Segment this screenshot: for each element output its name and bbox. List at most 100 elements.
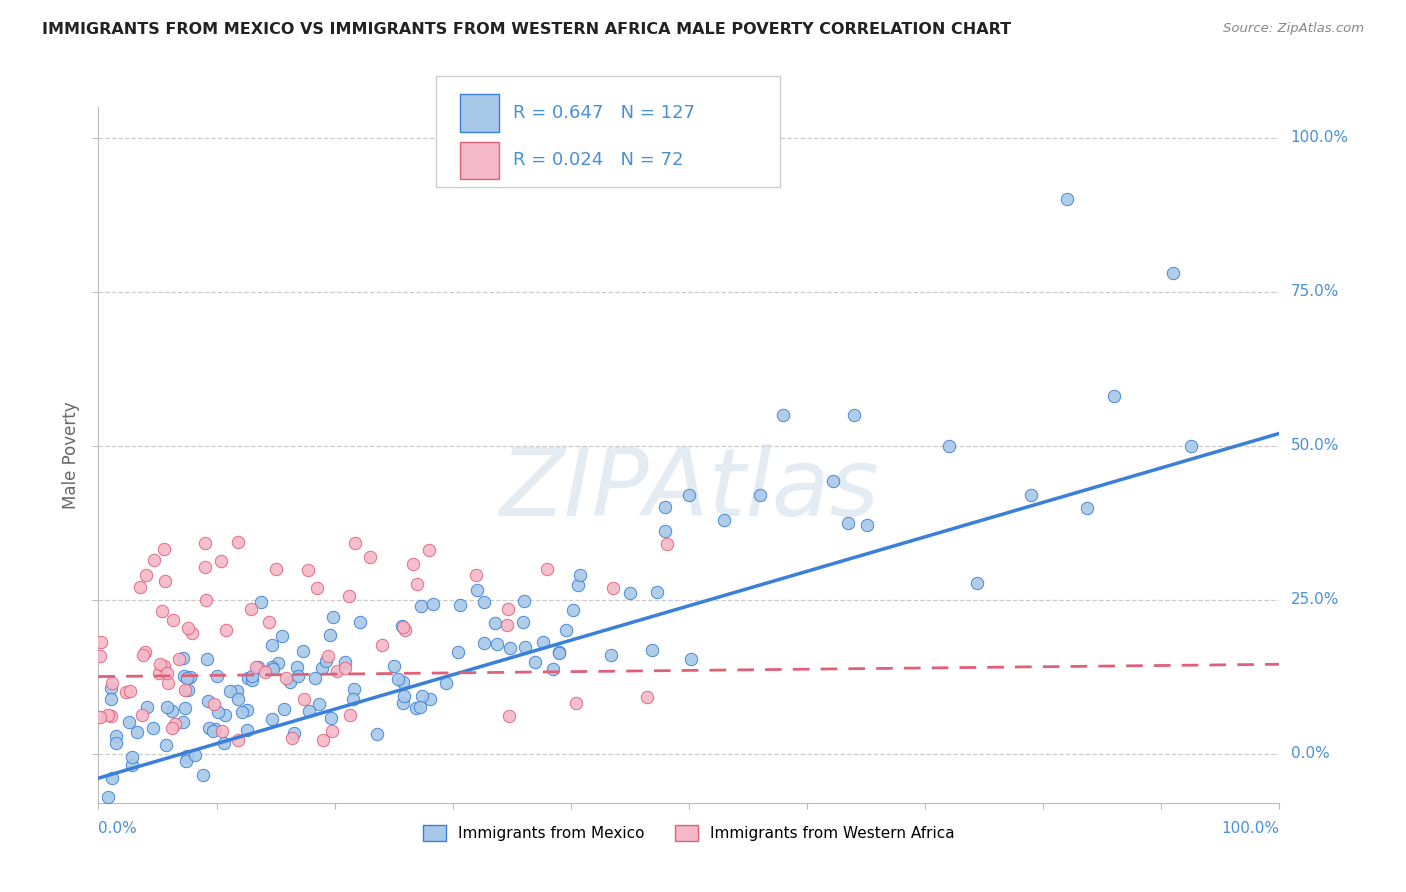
- Point: [165, 716, 187, 731]
- Point: [562, 603, 585, 617]
- Point: [149, 657, 172, 671]
- Point: [264, 562, 287, 576]
- Point: [101, 675, 124, 690]
- Point: [394, 624, 416, 638]
- Point: [342, 692, 364, 706]
- Point: [387, 672, 409, 686]
- Point: [231, 705, 253, 719]
- Point: [513, 640, 536, 654]
- Point: [205, 669, 228, 683]
- Point: [118, 715, 141, 730]
- Point: [472, 595, 495, 609]
- Point: [167, 652, 190, 666]
- Point: [129, 580, 152, 594]
- Point: [157, 675, 180, 690]
- Point: [276, 671, 298, 685]
- Point: [536, 562, 558, 576]
- Point: [484, 616, 506, 631]
- Point: [254, 665, 277, 679]
- Point: [148, 666, 170, 681]
- Point: [645, 585, 668, 599]
- Point: [212, 736, 235, 750]
- Point: [541, 662, 564, 676]
- Point: [319, 711, 342, 725]
- Text: R = 0.647   N = 127: R = 0.647 N = 127: [513, 104, 695, 122]
- Point: [97, 708, 120, 723]
- Text: 100.0%: 100.0%: [1222, 822, 1279, 837]
- Point: [713, 512, 735, 526]
- Point: [250, 594, 273, 608]
- Point: [321, 723, 343, 738]
- Point: [121, 758, 143, 772]
- Point: [173, 669, 195, 683]
- Point: [966, 576, 988, 591]
- Point: [343, 536, 366, 550]
- Point: [1076, 501, 1098, 516]
- Point: [162, 613, 184, 627]
- Point: [150, 604, 173, 618]
- Point: [394, 690, 416, 704]
- Point: [195, 652, 218, 666]
- Point: [512, 615, 534, 629]
- Point: [207, 705, 229, 719]
- Point: [226, 732, 249, 747]
- Text: Source: ZipAtlas.com: Source: ZipAtlas.com: [1223, 22, 1364, 36]
- Point: [339, 708, 361, 723]
- Text: 100.0%: 100.0%: [1291, 130, 1348, 145]
- Point: [273, 701, 295, 715]
- Text: 50.0%: 50.0%: [1291, 438, 1339, 453]
- Point: [121, 750, 143, 764]
- Text: 25.0%: 25.0%: [1291, 592, 1339, 607]
- Point: [236, 671, 259, 685]
- Point: [599, 648, 621, 662]
- Point: [292, 691, 315, 706]
- Point: [105, 729, 128, 743]
- Point: [401, 557, 423, 571]
- Point: [821, 474, 844, 488]
- Point: [172, 650, 194, 665]
- Point: [225, 683, 247, 698]
- Point: [422, 597, 444, 611]
- Text: 0.0%: 0.0%: [98, 822, 138, 837]
- Point: [391, 696, 413, 710]
- Point: [202, 697, 225, 711]
- Point: [135, 700, 157, 714]
- Point: [554, 623, 576, 637]
- Point: [1161, 266, 1184, 280]
- Point: [236, 723, 259, 737]
- Point: [141, 721, 163, 735]
- Point: [837, 516, 859, 530]
- Point: [134, 645, 156, 659]
- Point: [262, 712, 284, 726]
- Point: [499, 640, 522, 655]
- Point: [619, 585, 641, 599]
- Point: [132, 648, 155, 663]
- Point: [197, 694, 219, 708]
- Point: [236, 703, 259, 717]
- Point: [547, 646, 569, 660]
- Point: [104, 736, 127, 750]
- Point: [307, 581, 329, 595]
- Point: [211, 724, 233, 739]
- Point: [209, 553, 232, 567]
- Point: [100, 681, 122, 695]
- Point: [636, 690, 658, 705]
- Point: [748, 488, 770, 502]
- Point: [287, 668, 309, 682]
- Point: [447, 645, 470, 659]
- Point: [240, 668, 263, 682]
- Point: [335, 655, 357, 669]
- Point: [467, 582, 489, 597]
- Point: [359, 549, 381, 564]
- Point: [405, 577, 427, 591]
- Text: 0.0%: 0.0%: [1291, 746, 1329, 761]
- Point: [349, 615, 371, 629]
- Text: 75.0%: 75.0%: [1291, 285, 1339, 299]
- Point: [333, 661, 356, 675]
- Point: [214, 624, 236, 638]
- Point: [418, 543, 440, 558]
- Point: [153, 658, 176, 673]
- Point: [179, 670, 201, 684]
- Point: [371, 638, 394, 652]
- Point: [315, 654, 337, 668]
